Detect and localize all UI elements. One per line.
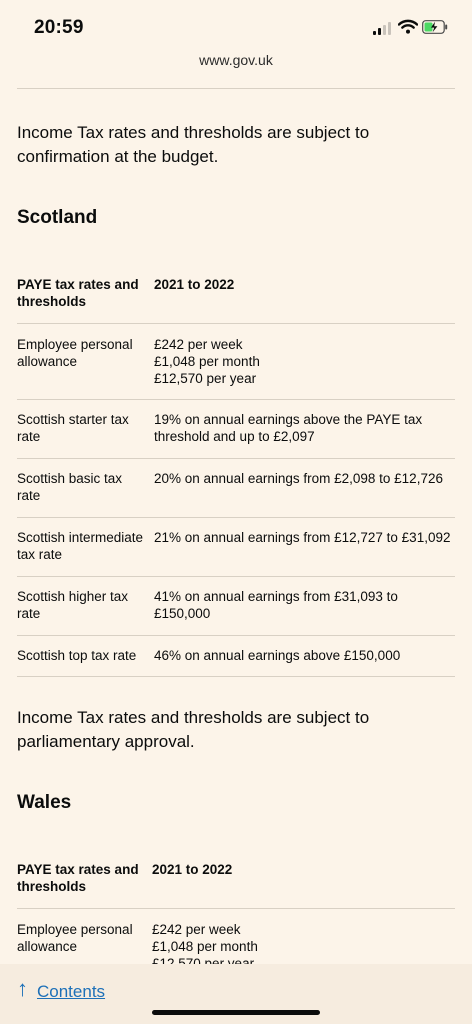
row-label: Scottish starter tax rate [17,412,129,444]
contents-link[interactable]: Contents [37,982,106,1001]
status-bar: 20:59 [0,0,472,46]
wales-heading: Wales [17,792,72,813]
approval-notice-paragraph: Income Tax rates and thresholds are subj… [17,708,370,751]
column-header-year: 2021 to 2022 [154,277,235,292]
scotland-tax-table: PAYE tax rates and thresholds 2021 to 20… [17,276,455,677]
column-header-rates: PAYE tax rates and thresholds [17,862,139,894]
home-indicator[interactable] [152,1010,320,1015]
url-text: www.gov.uk [199,52,273,68]
table-header-row: PAYE tax rates and thresholds 2021 to 20… [17,276,455,324]
row-value: 41% on annual earnings from £31,093 to £… [154,589,398,621]
row-label: Scottish higher tax rate [17,589,129,621]
row-label: Scottish intermediate tax rate [17,530,144,562]
table-header-row: PAYE tax rates and thresholds 2021 to 20… [17,861,455,909]
row-label: Employee personal allowance [17,922,133,954]
column-header-rates: PAYE tax rates and thresholds [17,277,139,309]
budget-notice-paragraph: Income Tax rates and thresholds are subj… [17,123,370,166]
row-value: 21% on annual earnings from £12,727 to £… [154,530,451,545]
arrow-up-icon[interactable]: ↑ [17,976,28,1001]
table-row: Scottish higher tax rate 41% on annual e… [17,577,455,636]
section-divider [17,88,455,89]
table-row: Scottish basic tax rate 20% on annual ea… [17,459,455,518]
address-bar[interactable]: www.gov.uk [0,46,472,76]
wifi-icon [397,19,419,34]
battery-charging-icon [422,20,448,34]
cellular-signal-icon [373,22,392,35]
row-value: 19% on annual earnings above the PAYE ta… [154,412,423,444]
row-label: Employee personal allowance [17,337,133,369]
table-row: Employee personal allowance £242 per wee… [17,324,455,400]
row-label: Scottish basic tax rate [17,471,123,503]
scotland-heading: Scotland [17,207,98,228]
status-time: 20:59 [34,17,84,38]
table-row: Scottish top tax rate 46% on annual earn… [17,636,455,677]
table-row: Scottish intermediate tax rate 21% on an… [17,518,455,577]
row-value: 20% on annual earnings from £2,098 to £1… [154,471,443,486]
row-value: £242 per week £1,048 per month £12,570 p… [154,337,260,386]
column-header-year: 2021 to 2022 [152,862,233,877]
row-value: 46% on annual earnings above £150,000 [154,648,401,663]
row-label: Scottish top tax rate [17,648,137,663]
table-row: Scottish starter tax rate 19% on annual … [17,400,455,459]
